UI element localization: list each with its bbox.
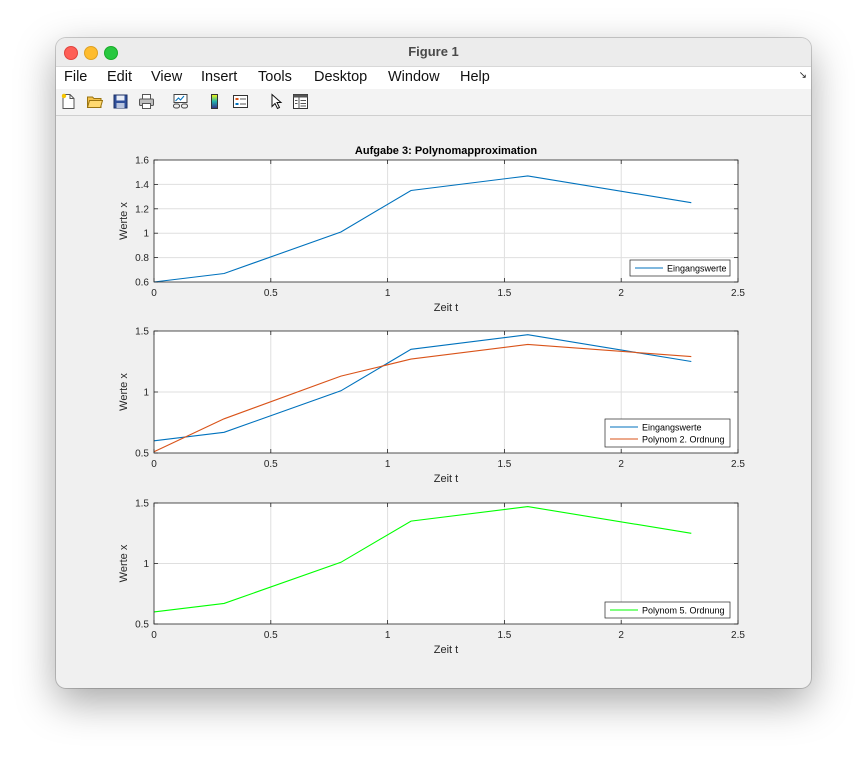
- ax3-axes-box: [153, 502, 739, 625]
- dock-arrow-icon[interactable]: ↘: [798, 70, 807, 81]
- ax2-series-line-1: [153, 334, 692, 442]
- ax1-x-tick-label: 1.5: [497, 288, 511, 299]
- ax1-series-line-1: [153, 175, 692, 283]
- ax2-y-tick-label: 0.5: [135, 449, 149, 460]
- ax1-y-tick-label: 0.8: [135, 253, 149, 264]
- colorbar-icon[interactable]: [206, 93, 223, 110]
- ax2-x-tick-label: 0.5: [264, 459, 278, 470]
- ax1-x-tick-label: 0.5: [264, 288, 278, 299]
- pointer-icon[interactable]: [268, 93, 285, 110]
- ax1-x-tick-label: 1: [385, 288, 391, 299]
- ax1-x-tick-label: 2: [618, 288, 624, 299]
- ax2-x-tick-label: 2: [618, 459, 624, 470]
- figure-toolbar: [56, 89, 811, 116]
- ax3-legend-box: [604, 601, 731, 619]
- ax1-y-tick-label: 1.2: [135, 204, 149, 215]
- ax2-x-tick-label: 2.5: [731, 459, 745, 470]
- ax2-legend-entry-2: Polynom 2. Ordnung: [642, 434, 725, 444]
- ax3-y-tick-label: 0.5: [135, 620, 149, 631]
- ax3-x-tick-label: 2: [618, 630, 624, 641]
- menu-tools[interactable]: Tools: [258, 69, 292, 85]
- new-figure-icon[interactable]: [60, 93, 77, 110]
- ax3-x-tick-label: 1: [385, 630, 391, 641]
- zoom-window-button[interactable]: [104, 46, 118, 60]
- ax2-legend-entry-1: Eingangswerte: [642, 422, 702, 432]
- ax2-x-tick-label: 1.5: [497, 459, 511, 470]
- menu-window[interactable]: Window: [388, 69, 440, 85]
- ax2-x-tick-label: 1: [385, 459, 391, 470]
- ax2-y-tick-label: 1: [143, 388, 149, 399]
- menu-insert[interactable]: Insert: [201, 69, 238, 85]
- ax1-x-tick-label: 0: [151, 288, 157, 299]
- ax2-legend-box: [604, 418, 731, 448]
- property-inspector-icon[interactable]: [292, 93, 309, 110]
- window-title: Figure 1: [408, 44, 459, 59]
- ax1-y-tick-label: 1: [143, 229, 149, 240]
- ax3-x-tick-label: 0: [151, 630, 157, 641]
- ax1-x-axis-label: Zeit t: [434, 302, 458, 314]
- ax1-y-tick-label: 0.6: [135, 278, 149, 289]
- menu-view[interactable]: View: [151, 69, 183, 85]
- menu-help[interactable]: Help: [460, 69, 490, 85]
- save-icon[interactable]: [112, 93, 129, 110]
- ax1-y-tick-label: 1.6: [135, 156, 149, 167]
- ax2-y-tick-label: 1.5: [135, 327, 149, 338]
- ax3-x-tick-label: 2.5: [731, 630, 745, 641]
- open-file-icon[interactable]: [86, 93, 103, 110]
- ax1-y-tick-label: 1.4: [135, 180, 149, 191]
- link-axes-icon[interactable]: [172, 93, 189, 110]
- figure-window: Figure 1 File Edit View Insert Tools Des…: [56, 38, 811, 688]
- menu-file[interactable]: File: [64, 69, 88, 85]
- ax1-x-tick-label: 2.5: [731, 288, 745, 299]
- title-bar: Figure 1: [56, 38, 811, 66]
- ax2-x-tick-label: 0: [151, 459, 157, 470]
- ax3-series-line-1: [153, 506, 692, 613]
- ax2-axes-box: [153, 330, 739, 454]
- figure-canvas: 0 0.5 1 1.5 2 2.5 0.6 0.8 1 1.2 1.4 1.6 Aufgabe 3: P…: [56, 116, 811, 688]
- ax2-x-axis-label: Zeit t: [434, 473, 458, 485]
- minimize-window-button[interactable]: [84, 46, 98, 60]
- ax2-y-axis-label: Werte x: [118, 373, 130, 411]
- ax1-axes-box: [153, 159, 739, 283]
- ax1-chart-title: Aufgabe 3: Polynomapproximation: [355, 145, 537, 157]
- ax3-y-axis-label: Werte x: [118, 544, 130, 582]
- ax3-x-tick-label: 0.5: [264, 630, 278, 641]
- print-icon[interactable]: [138, 93, 155, 110]
- ax1-legend-entry-1: Eingangswerte: [667, 263, 727, 273]
- menu-bar: File Edit View Insert Tools Desktop Wind…: [56, 66, 811, 90]
- ax3-y-tick-label: 1: [143, 559, 149, 570]
- ax2-series-line-2: [153, 343, 692, 453]
- menu-edit[interactable]: Edit: [107, 69, 132, 85]
- close-window-button[interactable]: [64, 46, 78, 60]
- ax3-legend-entry-1: Polynom 5. Ordnung: [642, 605, 725, 615]
- menu-desktop[interactable]: Desktop: [314, 69, 368, 85]
- ax1-y-axis-label: Werte x: [118, 202, 130, 240]
- ax3-x-tick-label: 1.5: [497, 630, 511, 641]
- legend-icon[interactable]: [232, 93, 249, 110]
- ax3-y-tick-label: 1.5: [135, 499, 149, 510]
- ax1-legend-box: [629, 259, 731, 277]
- ax3-x-axis-label: Zeit t: [434, 644, 458, 656]
